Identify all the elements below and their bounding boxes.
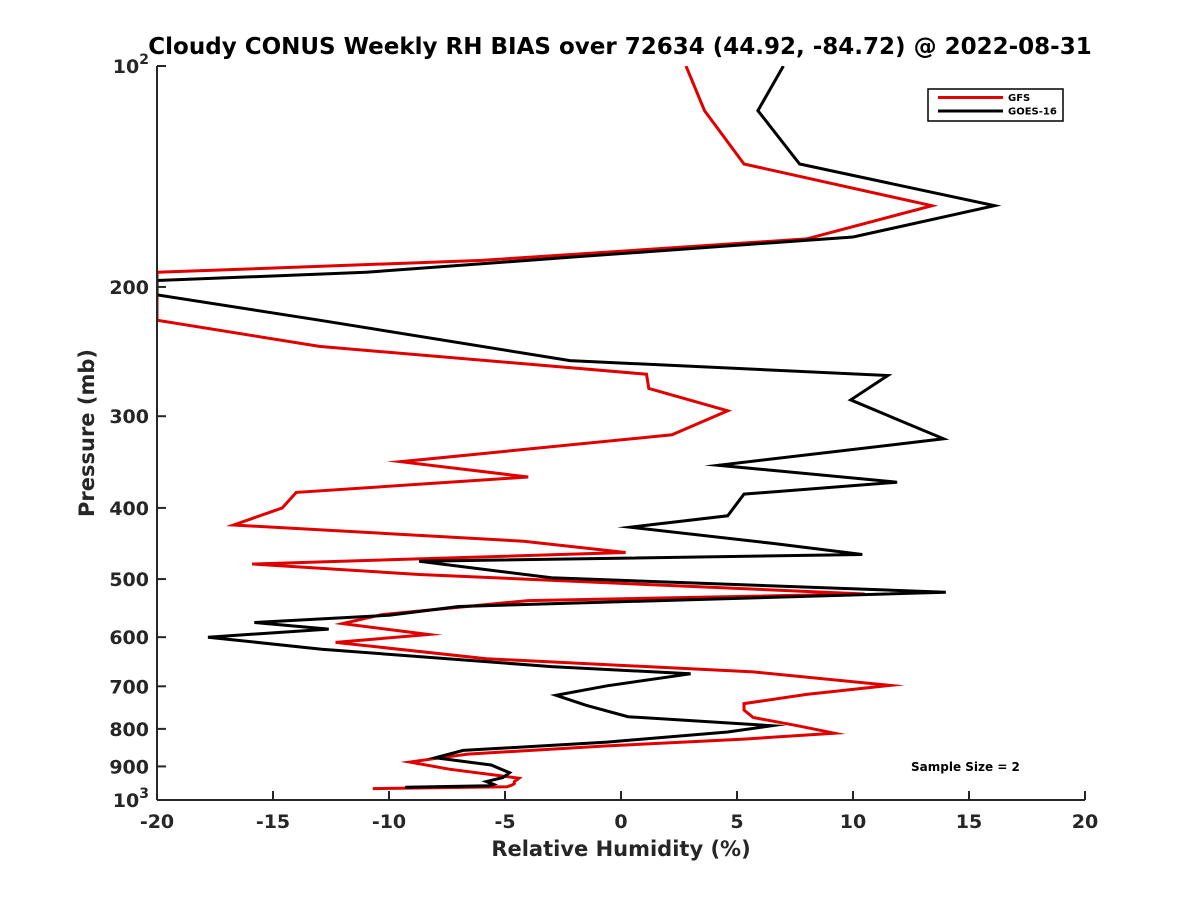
x-tick-label: 5 bbox=[730, 811, 743, 833]
y-axis-ticks: 102 200 300 400 500 600 700 800 900 103 bbox=[109, 52, 166, 812]
x-tick-label: 20 bbox=[1072, 811, 1098, 833]
y-tick-label: 900 bbox=[109, 756, 149, 778]
y-tick-label: 102 bbox=[113, 52, 149, 78]
x-axis-title: Relative Humidity (%) bbox=[491, 837, 750, 861]
plot-area bbox=[157, 66, 1085, 800]
sample-size-annotation: Sample Size = 2 bbox=[911, 760, 1020, 774]
y-tick-label: 400 bbox=[109, 498, 149, 520]
series-line-goes-16 bbox=[157, 66, 1002, 789]
legend: GFS GOES-16 bbox=[927, 88, 1064, 122]
y-tick-label: 500 bbox=[109, 569, 149, 591]
series-layer bbox=[157, 66, 1002, 791]
y-tick-label: 700 bbox=[109, 676, 149, 698]
x-axis-ticks: -20 -15 -10 -5 0 5 10 15 20 bbox=[140, 791, 1098, 833]
x-tick-label: -15 bbox=[256, 811, 290, 833]
x-tick-label: -10 bbox=[372, 811, 406, 833]
x-tick-label: 15 bbox=[956, 811, 982, 833]
legend-box bbox=[927, 88, 1064, 122]
y-axis-title: Pressure (mb) bbox=[75, 349, 99, 517]
x-tick-label: -5 bbox=[494, 811, 515, 833]
y-tick-label: 800 bbox=[109, 719, 149, 741]
chart-title: Cloudy CONUS Weekly RH BIAS over 72634 (… bbox=[148, 34, 1091, 60]
x-tick-label: -20 bbox=[140, 811, 174, 833]
legend-label-gfs: GFS bbox=[1008, 93, 1030, 104]
legend-label-goes-16: GOES-16 bbox=[1008, 107, 1057, 118]
y-tick-label: 200 bbox=[109, 277, 149, 299]
y-tick-label: 600 bbox=[109, 627, 149, 649]
y-tick-label: 103 bbox=[113, 786, 149, 812]
x-tick-label: 0 bbox=[614, 811, 627, 833]
x-tick-label: 10 bbox=[840, 811, 866, 833]
y-tick-label: 300 bbox=[109, 406, 149, 428]
